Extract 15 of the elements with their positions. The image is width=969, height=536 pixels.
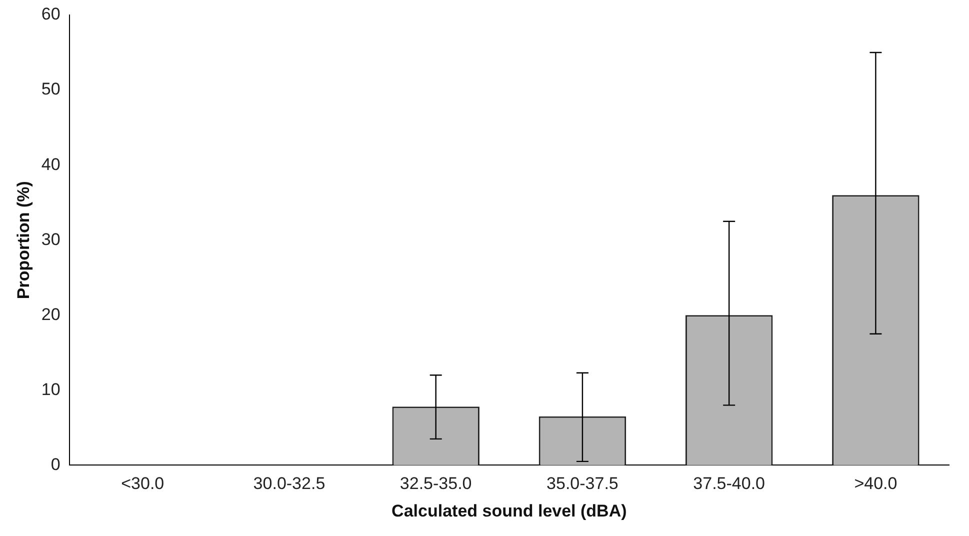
x-tick-label: 32.5-35.0 — [400, 474, 472, 494]
y-axis-title: Proportion (%) — [14, 181, 33, 300]
x-tick-label: 37.5-40.0 — [693, 474, 765, 494]
x-tick-label: 30.0-32.5 — [253, 474, 326, 494]
y-tick-label: 40 — [41, 154, 60, 174]
y-tick-label: 50 — [41, 80, 60, 99]
x-tick-label: <30.0 — [121, 474, 164, 494]
y-tick-label: 30 — [41, 230, 60, 249]
x-tick-label: 35.0-37.5 — [546, 474, 618, 494]
x-tick-label: >40.0 — [854, 474, 898, 494]
y-tick-label: 20 — [41, 304, 60, 324]
y-tick-label: 60 — [41, 4, 60, 24]
y-tick-label: 0 — [50, 454, 60, 474]
x-axis-title: Calculated sound level (dBA) — [392, 501, 627, 520]
y-tick-label: 10 — [41, 380, 60, 399]
